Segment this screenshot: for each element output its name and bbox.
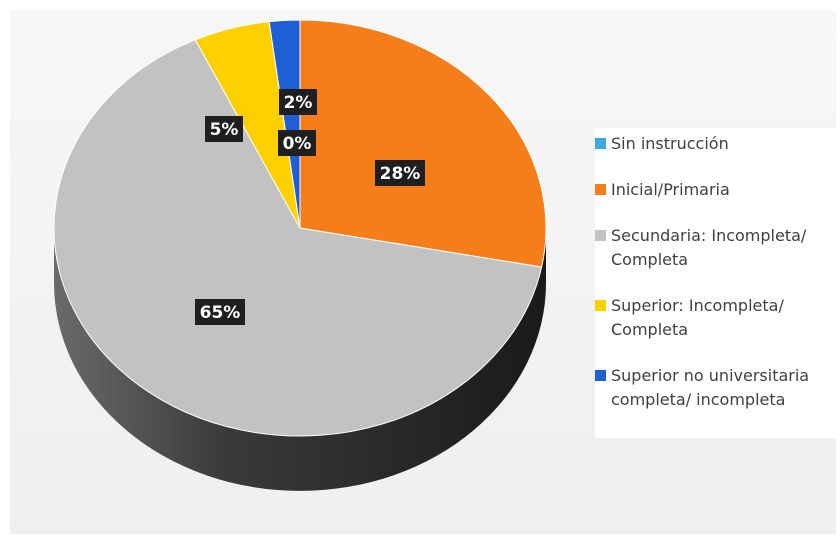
legend-label: Superior: Incompleta/ Completa [611,296,784,339]
legend-item-1: Inicial/Primaria [595,178,840,202]
data-label-text: 2% [284,93,313,113]
legend-swatch [595,138,606,149]
data-label-0: 0% [278,130,316,156]
pie-slice-1 [299,19,547,268]
pie-chart: 28% 65% 5% 2% 0% [44,19,556,491]
legend-swatch [595,370,606,381]
pie-slice-2 [53,39,543,437]
legend-item-2: Secundaria: Incompleta/ Completa [595,224,840,272]
legend-item-0: Sin instrucción [595,132,840,156]
legend-item-3: Superior: Incompleta/ Completa [595,294,840,342]
data-label-3: 5% [205,116,243,142]
legend-swatch [595,300,606,311]
pie-slice-4 [268,19,301,229]
data-label-text: 28% [380,164,421,184]
legend-item-4: Superior no universitaria completa/ inco… [595,364,840,412]
data-label-1: 28% [375,160,425,186]
legend-label: Sin instrucción [611,134,729,153]
legend: Sin instrucción Inicial/Primaria Secundari… [595,128,840,438]
data-label-text: 65% [200,303,241,323]
legend-swatch [595,230,606,241]
data-label-2: 65% [195,299,245,325]
chart-area: 28% 65% 5% 2% 0% Sin instrucción Inicial/Prim… [10,10,840,534]
legend-swatch [595,184,606,195]
data-label-text: 0% [283,134,312,154]
data-label-text: 5% [210,120,239,140]
legend-label: Inicial/Primaria [611,180,730,199]
pie-side-wall [54,228,546,491]
legend-label: Superior no universitaria completa/ inco… [611,366,810,409]
legend-label: Secundaria: Incompleta/ Completa [611,226,807,269]
data-label-4: 2% [279,89,317,115]
